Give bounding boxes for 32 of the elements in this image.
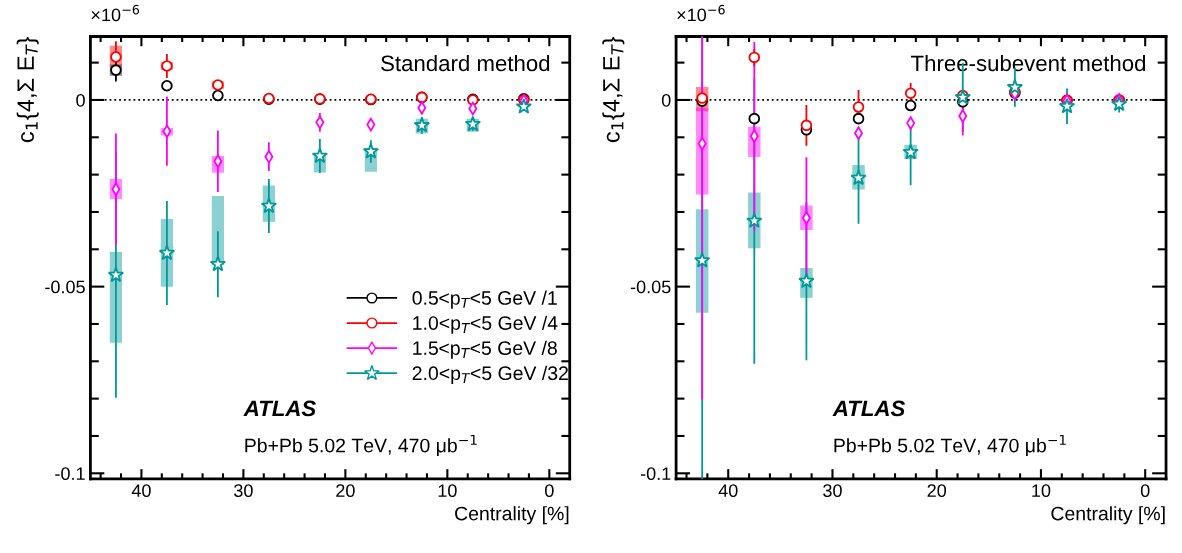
x-tick-label: 10 [1032, 484, 1051, 498]
annotation: Pb+Pb 5.02 TeV, 470 μb$^{−1}$ [834, 434, 1066, 456]
y-axis-title: c$_{1}${4,Σ E$_{T}$} [16, 37, 39, 143]
annotation: ATLAS [832, 400, 906, 417]
y-tick-label: -0.1 [55, 467, 85, 481]
y-tick-label: -0.1 [640, 467, 671, 481]
annotation: ATLAS [243, 400, 316, 417]
x-tick-label: 20 [336, 484, 355, 498]
y-tick-label: -0.05 [630, 280, 671, 294]
text: ×10$^{−6}$ [677, 4, 725, 22]
x-tick-label: 40 [131, 484, 151, 498]
text: ×10$^{−6}$ [91, 4, 140, 22]
y-axis-title: c$_{1}${4,Σ E$_{T}$} [602, 37, 625, 143]
legend-label: 2.0<p$_{T}$<5 GeV /32 [412, 365, 568, 384]
x-tick-label: 20 [927, 484, 947, 498]
x-axis-title: Centrality [%] [1051, 506, 1165, 525]
legend-label: 1.0<p$_{T}$<5 GeV /4 [413, 315, 558, 334]
legend-label: 1.5<p$_{T}$<5 GeV /8 [413, 340, 557, 359]
text: Three-subevent method [911, 54, 1146, 72]
annotation: Pb+Pb 5.02 TeV, 470 μb$^{−1}$ [245, 434, 477, 456]
y-tick-label: -0.05 [45, 280, 85, 294]
legend-label: 0.5<p$_{T}$<5 GeV /1 [412, 290, 557, 309]
text: Standard method [381, 54, 550, 72]
x-axis-title: Centrality [%] [455, 506, 569, 525]
y-tick-label: 0 [76, 93, 85, 107]
x-tick-label: 40 [718, 484, 738, 498]
x-tick-label: 10 [438, 484, 457, 498]
x-tick-label: 30 [234, 484, 253, 498]
x-tick-label: 0 [545, 484, 554, 498]
x-tick-label: 0 [1140, 484, 1150, 498]
y-tick-label: 0 [661, 93, 671, 107]
x-tick-label: 30 [823, 484, 842, 498]
